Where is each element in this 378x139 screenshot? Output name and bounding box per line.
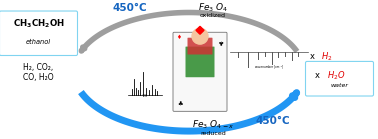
- Text: $H_2O$: $H_2O$: [327, 70, 345, 82]
- FancyBboxPatch shape: [186, 47, 214, 77]
- Text: ♣: ♣: [217, 37, 223, 42]
- Polygon shape: [196, 26, 204, 34]
- Text: $\mathbf{CH_3CH_2OH}$: $\mathbf{CH_3CH_2OH}$: [12, 18, 64, 30]
- Text: water: water: [330, 83, 348, 88]
- Text: $Fe_3\ O_4$: $Fe_3\ O_4$: [198, 1, 228, 14]
- FancyBboxPatch shape: [305, 61, 373, 96]
- Text: x: x: [310, 53, 318, 61]
- Text: ethanol: ethanol: [26, 39, 51, 45]
- Text: wavenumber [cm⁻¹]: wavenumber [cm⁻¹]: [255, 65, 283, 69]
- Text: °2θ: °2θ: [142, 95, 148, 99]
- Text: H₂, CO₂,: H₂, CO₂,: [23, 63, 53, 72]
- Text: oxidized: oxidized: [200, 13, 226, 18]
- Circle shape: [192, 28, 208, 44]
- Text: reduced: reduced: [200, 131, 226, 136]
- Text: CO, H₂O: CO, H₂O: [23, 73, 53, 82]
- Text: x: x: [315, 71, 323, 80]
- Text: 450°C: 450°C: [113, 3, 147, 13]
- FancyBboxPatch shape: [0, 11, 77, 55]
- Text: $Fe_3\ O_{4-x}$: $Fe_3\ O_{4-x}$: [192, 119, 234, 131]
- Text: 450°C: 450°C: [256, 116, 290, 126]
- Text: ♦: ♦: [176, 35, 181, 40]
- Text: $H_2$: $H_2$: [321, 51, 333, 63]
- Text: ♣: ♣: [177, 102, 183, 107]
- FancyBboxPatch shape: [173, 32, 227, 111]
- FancyBboxPatch shape: [187, 38, 212, 54]
